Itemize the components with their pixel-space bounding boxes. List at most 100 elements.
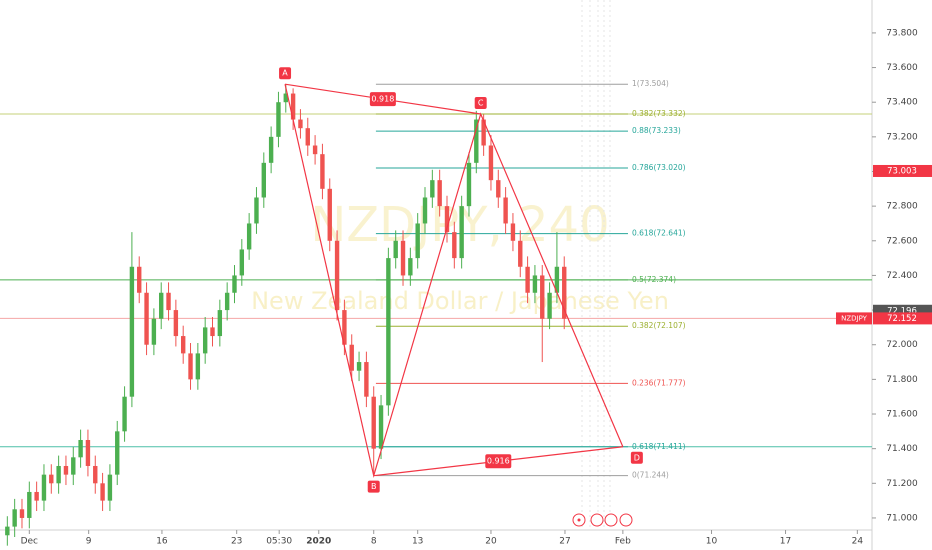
candles <box>5 84 567 546</box>
candle-body <box>137 266 142 293</box>
candle-body <box>496 180 501 198</box>
candle-body <box>532 275 538 293</box>
watermark-sub: New Zealand Dollar / Japanese Yen <box>251 287 669 315</box>
point-label: C <box>478 98 484 107</box>
y-tick-label: 73.400 <box>886 98 918 108</box>
candle-body <box>129 266 135 397</box>
candle-body <box>437 180 442 207</box>
point-label: A <box>282 69 288 78</box>
candle-body <box>488 145 494 181</box>
candle-body <box>342 310 347 345</box>
candle-body <box>371 396 376 449</box>
y-tick-label: 73.800 <box>886 28 918 38</box>
candle-body <box>510 223 516 241</box>
candle-body <box>364 362 369 397</box>
point-box <box>474 96 487 109</box>
candle-body <box>408 258 413 276</box>
y-tick-label: 73.200 <box>886 132 918 142</box>
candle-body <box>78 440 83 458</box>
price-label-box <box>873 312 932 325</box>
candle-body <box>430 180 435 198</box>
fib-label: 0.618(71.411) <box>632 442 686 451</box>
fib-label: 1(73.504) <box>632 79 669 88</box>
y-tick-label: 73.600 <box>886 63 918 73</box>
x-tick-label: 13 <box>412 537 423 547</box>
fib-label: 0.786(73.020) <box>632 163 686 172</box>
candle-body <box>466 162 472 207</box>
candle-body <box>12 509 17 527</box>
x-tick-label: 27 <box>559 537 570 547</box>
y-tick-label: 72.400 <box>886 271 918 281</box>
price-label: 72.152 <box>887 314 917 324</box>
candle-body <box>268 136 274 163</box>
y-tick-label: 72.000 <box>886 340 918 350</box>
candle-body <box>34 491 39 501</box>
pattern-line <box>284 84 624 479</box>
x-tick-label: 17 <box>780 537 791 547</box>
point-label: B <box>371 482 377 491</box>
candle-body <box>305 128 310 146</box>
ratio-box <box>369 92 396 107</box>
point-box <box>279 67 292 80</box>
x-tick-label: 16 <box>156 537 168 547</box>
candle-body <box>327 188 332 241</box>
fib-label: 0.88(73.233) <box>632 126 681 135</box>
point-box <box>367 480 380 493</box>
fib-label: 0(71.244) <box>632 471 669 480</box>
y-tick-label: 71.200 <box>886 479 918 489</box>
x-tick-label: 05:30 <box>266 537 292 547</box>
fib-label: 0.618(72.641) <box>632 229 686 238</box>
candle-body <box>459 206 464 259</box>
x-tick-label: 2020 <box>306 537 331 547</box>
candle-body <box>144 292 149 345</box>
event-icon[interactable] <box>590 513 604 527</box>
candle-body <box>85 440 91 466</box>
fib-label: 0.5(72.374) <box>632 275 676 284</box>
candle-body <box>159 292 164 319</box>
point-label: D <box>634 453 640 462</box>
candle-body <box>334 240 340 311</box>
candle-body <box>400 240 406 276</box>
candle-body <box>217 310 223 337</box>
candle-body <box>349 344 354 371</box>
fib-label: 0.382(73.332) <box>632 109 686 118</box>
candle-body <box>540 275 545 319</box>
candle-body <box>19 509 25 518</box>
candle-body <box>180 336 186 354</box>
candle-body <box>422 197 428 224</box>
symbol-label: NZDJPY <box>841 314 868 322</box>
candle-body <box>393 240 398 259</box>
y-tick-label: 71.400 <box>886 444 918 454</box>
candle-body <box>239 249 245 276</box>
candle-body <box>320 154 325 189</box>
x-tick-label: 20 <box>485 537 497 547</box>
x-tick-label: 8 <box>371 537 377 547</box>
x-tick-label: 23 <box>231 537 242 547</box>
candle-body <box>246 223 252 250</box>
candle-body <box>562 266 567 319</box>
event-icon[interactable] <box>619 513 633 527</box>
candle-body <box>444 206 450 233</box>
candle-body <box>5 526 10 536</box>
y-tick-label: 71.800 <box>886 375 918 385</box>
price-label: 72.196 <box>887 306 917 316</box>
event-icon[interactable] <box>604 513 618 527</box>
ratio-label: 0.918 <box>371 95 394 104</box>
future-lines <box>581 0 611 530</box>
candle-body <box>115 431 120 475</box>
candle-body <box>283 93 288 103</box>
candle-body <box>386 258 391 406</box>
candle-body <box>415 223 420 259</box>
candle-body <box>276 102 281 137</box>
event-icons[interactable] <box>572 513 633 527</box>
point-box <box>630 451 643 464</box>
candle-body <box>503 197 508 224</box>
fib-label: 0.236(71.777) <box>632 378 686 387</box>
candle-body <box>63 465 69 475</box>
x-tick-label: 9 <box>86 537 92 547</box>
candle-body <box>49 474 54 484</box>
candle-body <box>173 310 179 337</box>
candle-body <box>554 266 560 293</box>
candle-body <box>481 119 486 146</box>
